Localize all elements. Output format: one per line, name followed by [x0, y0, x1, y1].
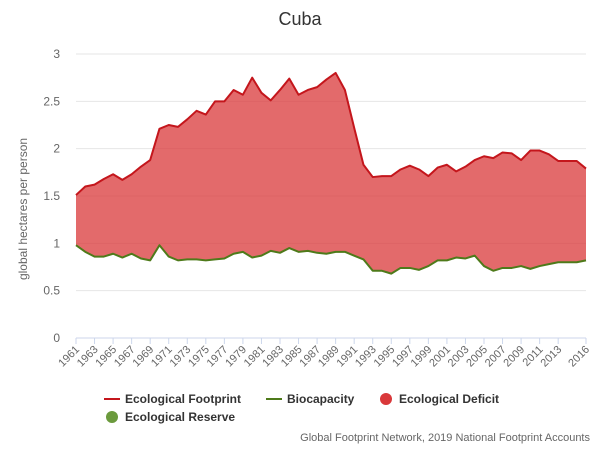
y-tick-label: 0.5	[43, 284, 60, 298]
y-tick-label: 1.5	[43, 189, 60, 203]
legend-ecological-reserve-label: Ecological Reserve	[125, 410, 235, 424]
y-axis-label: global hectares per person	[16, 138, 30, 280]
y-tick-label: 1	[53, 236, 60, 250]
legend-ecological-footprint-label: Ecological Footprint	[125, 392, 241, 406]
x-tick-label: 2013	[539, 344, 565, 370]
legend-ecological-deficit-label: Ecological Deficit	[399, 392, 499, 406]
legend-biocapacity-label: Biocapacity	[287, 392, 355, 406]
ecological-deficit-area	[76, 72, 586, 274]
chart-title: Cuba	[278, 9, 322, 29]
y-tick-label: 2.5	[43, 94, 60, 108]
y-tick-label: 0	[53, 331, 60, 345]
y-tick-label: 2	[53, 142, 60, 156]
ecological-footprint-line	[75, 71, 587, 196]
legend-ecological-deficit-swatch	[380, 393, 392, 405]
y-tick-label: 3	[53, 47, 60, 61]
x-tick-label: 2016	[566, 344, 592, 370]
credit-text: Global Footprint Network, 2019 National …	[300, 432, 590, 444]
legend-ecological-reserve-swatch	[106, 411, 118, 423]
biocapacity-line	[75, 244, 587, 275]
